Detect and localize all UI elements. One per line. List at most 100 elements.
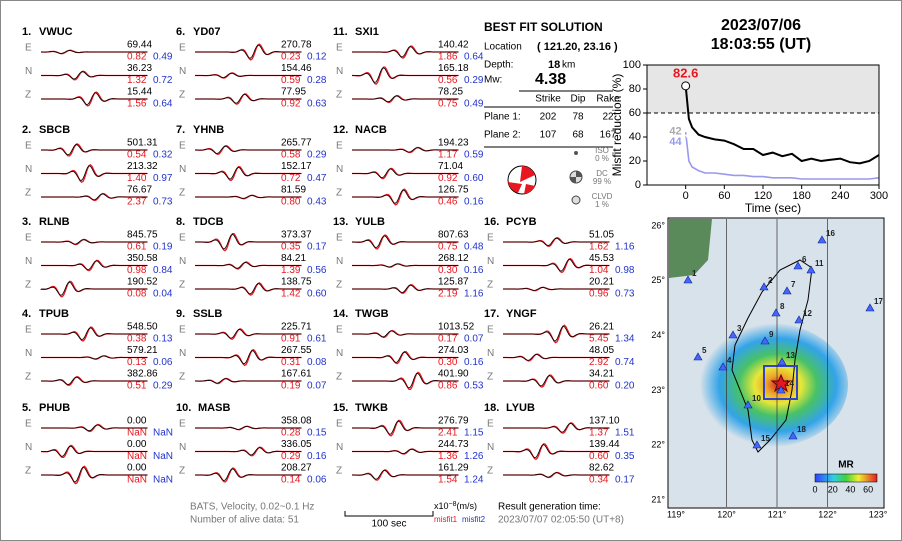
amplitude: 401.90: [438, 369, 469, 380]
misfit1: 0.59: [281, 75, 301, 86]
amplitude: 194.23: [438, 138, 469, 149]
misfit1: 0.51: [127, 381, 147, 392]
component: E: [487, 325, 494, 336]
series-line: [684, 132, 880, 180]
station-marker: [718, 362, 728, 371]
amplitude: 82.62: [589, 463, 614, 474]
component-name: ISO: [595, 146, 609, 155]
misfit2: 0.53: [464, 381, 484, 392]
component: E: [336, 233, 343, 244]
waveform-observed: [195, 145, 302, 154]
plane-value: 202: [540, 112, 557, 123]
lon-label: 121°: [768, 509, 787, 519]
waveform-observed: [195, 468, 302, 481]
misfit2: 0.19: [153, 242, 173, 253]
amplitude: 225.71: [281, 322, 312, 333]
waveform-observed: [41, 260, 148, 271]
amplitude: 78.25: [438, 87, 463, 98]
waveform-observed: [41, 355, 148, 360]
misfit2: 0.63: [307, 99, 327, 110]
column-header: Dip: [570, 94, 585, 105]
waveform-observed: [503, 422, 610, 433]
amplitude: 137.10: [589, 416, 620, 427]
station-name: SXI1: [355, 26, 379, 38]
station-number: 13.: [333, 216, 348, 228]
title: BEST FIT SOLUTION: [484, 20, 603, 34]
component: E: [179, 141, 186, 152]
component: Z: [487, 280, 493, 291]
component: Z: [25, 372, 31, 383]
amplitude: 268.12: [438, 253, 469, 264]
station-number: 12.: [333, 124, 348, 136]
misfit1: 0.91: [281, 334, 301, 345]
station-marker: [817, 235, 827, 244]
misfit1: 0.30: [438, 357, 458, 368]
x-tick-label: 60: [718, 190, 730, 202]
misfit2: 0.07: [307, 381, 327, 392]
amplitude: 81.59: [281, 185, 306, 196]
unit: km: [562, 60, 575, 71]
amplitude: 373.37: [281, 230, 312, 241]
station-name: YNGF: [506, 308, 537, 320]
amplitude: 548.50: [127, 322, 158, 333]
label: Depth:: [484, 60, 513, 71]
misfit2: 1.24: [464, 475, 484, 486]
misfit2: 0.73: [615, 289, 635, 300]
amplitude: 208.27: [281, 463, 312, 474]
component: Z: [336, 188, 342, 199]
misfit2: NaN: [153, 451, 173, 462]
station-label: 7: [791, 280, 796, 289]
amplitude: 20.21: [589, 277, 614, 288]
waveform-observed: [195, 72, 302, 79]
station-label: 8: [780, 302, 785, 311]
misfit1: 1.32: [127, 75, 147, 86]
lon-label: 122°: [818, 509, 837, 519]
waveform-observed: [41, 466, 148, 483]
waveform-observed: [41, 49, 148, 54]
clvd-ball: [571, 195, 581, 205]
location: ( 121.20, 23.16 ): [537, 41, 618, 53]
unit-part: x10: [434, 501, 449, 511]
misfit1: 0.19: [281, 381, 301, 392]
misfit1: 5.45: [589, 334, 609, 345]
component: E: [336, 43, 343, 54]
amplitude: 244.73: [438, 439, 469, 450]
amplitude: 45.53: [589, 253, 614, 264]
component: E: [487, 233, 494, 244]
station-name: YD07: [193, 26, 221, 38]
column-header: Strike: [535, 94, 561, 105]
misfit2: 0.64: [153, 99, 173, 110]
misfit1: 0.31: [281, 357, 301, 368]
lon-label: 120°: [717, 509, 736, 519]
station-label: 6: [802, 255, 807, 264]
misfit1: 0.30: [438, 265, 458, 276]
amplitude: 51.05: [589, 230, 614, 241]
waveform-observed: [195, 283, 302, 295]
misfit1: 1.04: [589, 265, 609, 276]
waveform-observed: [352, 351, 459, 363]
component: N: [336, 442, 343, 453]
waveform-observed: [195, 195, 302, 199]
misfit1: 0.86: [438, 381, 458, 392]
misfit2-legend: misfit2: [462, 515, 486, 524]
misfit1: 0.58: [281, 150, 301, 161]
plane-label: Plane 2:: [484, 130, 521, 141]
misfit1: NaN: [127, 475, 147, 486]
misfit2: 0.73: [153, 197, 173, 208]
station-label: 2: [768, 276, 773, 285]
x-tick-label: 180: [792, 190, 810, 202]
unit: x10−8(m/s): [434, 501, 477, 512]
clock: 18:03:55 (UT): [711, 36, 811, 53]
component: N: [25, 442, 32, 453]
misfit1: 2.37: [127, 197, 147, 208]
waveform-observed: [41, 144, 148, 156]
misfit2: 0.49: [153, 52, 173, 63]
misfit1: 0.60: [589, 451, 609, 462]
waveform-observed: [352, 95, 459, 103]
misfit2: 0.29: [153, 381, 173, 392]
amplitude: 265.77: [281, 138, 312, 149]
waveform-observed: [195, 447, 302, 456]
component: N: [179, 256, 186, 267]
misfit2: 0.17: [615, 475, 635, 486]
